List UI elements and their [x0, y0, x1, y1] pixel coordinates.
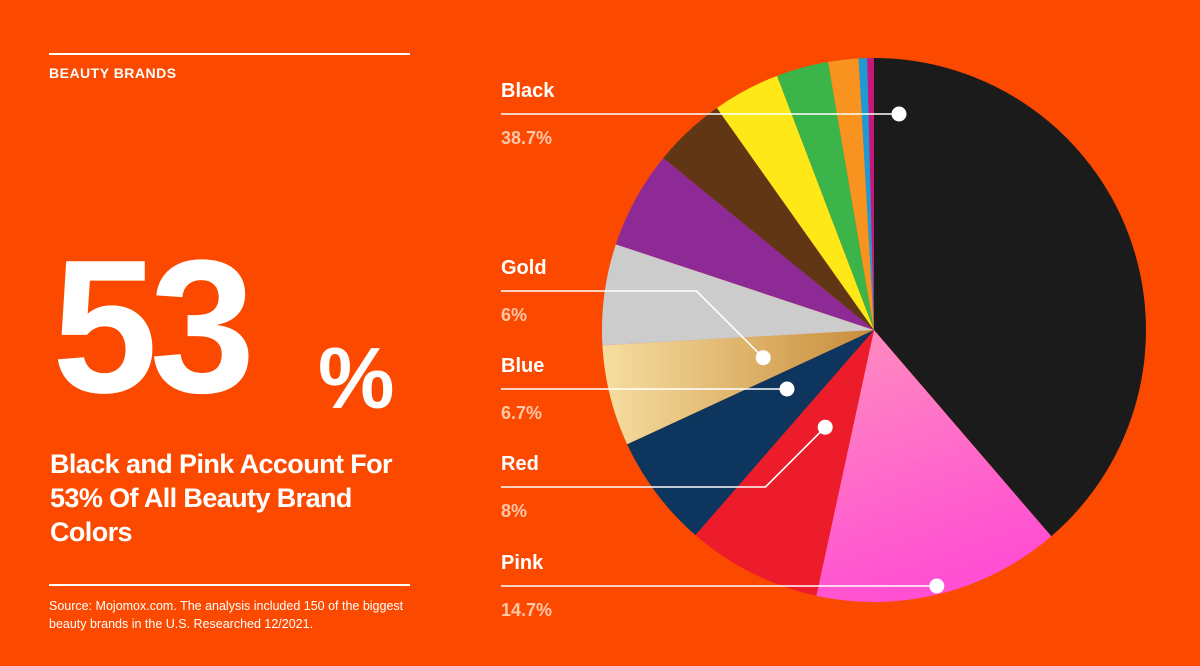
leader-dot-pink: [929, 578, 945, 594]
pie-slice-gold: [602, 330, 874, 445]
leader-line-red: [501, 426, 826, 488]
big-stat-number: 53: [52, 221, 255, 433]
pie-slice-blue: [627, 330, 874, 536]
slice-value-gold: 6%: [501, 305, 527, 325]
slice-value-pink: 14.7%: [501, 600, 552, 620]
pie-slice-silver: [601, 244, 874, 346]
headline: Black and Pink Account For 53% Of All Be…: [50, 449, 393, 547]
pie-slice-orange: [828, 58, 874, 331]
slice-value-blue: 6.7%: [501, 403, 542, 423]
slice-label-pink: Pink: [501, 552, 544, 574]
pie-slice-green: [777, 61, 874, 331]
pie-slice-yellow: [716, 75, 874, 330]
leader-dot-gold: [755, 350, 771, 366]
big-stat-percent: %: [318, 331, 395, 427]
source-note: Source: Mojomox.com. The analysis includ…: [49, 599, 404, 631]
leader-dot-red: [817, 419, 833, 435]
slice-value-black: 38.7%: [501, 128, 552, 148]
slice-label-blue: Blue: [501, 355, 544, 377]
slice-value-red: 8%: [501, 501, 527, 521]
pie-slice-brown: [663, 107, 874, 331]
pie-slice-purple: [615, 157, 874, 330]
slice-label-black: Black: [501, 80, 555, 102]
pie-slice-multicolor: [867, 58, 874, 330]
eyebrow-label: BEAUTY BRANDS: [49, 65, 177, 81]
pie-slice-red: [695, 330, 874, 596]
top-rule: [49, 53, 410, 55]
leader-line-gold: [501, 290, 764, 359]
pie-slice-pink: [816, 330, 1052, 603]
leader-dot-blue: [779, 381, 795, 397]
pie-slice-light-blue: [858, 58, 874, 331]
slice-label-red: Red: [501, 453, 539, 475]
leader-dot-black: [891, 106, 907, 122]
bottom-rule: [49, 584, 410, 586]
pie-slice-black: [874, 58, 1146, 537]
slice-label-gold: Gold: [501, 257, 547, 279]
